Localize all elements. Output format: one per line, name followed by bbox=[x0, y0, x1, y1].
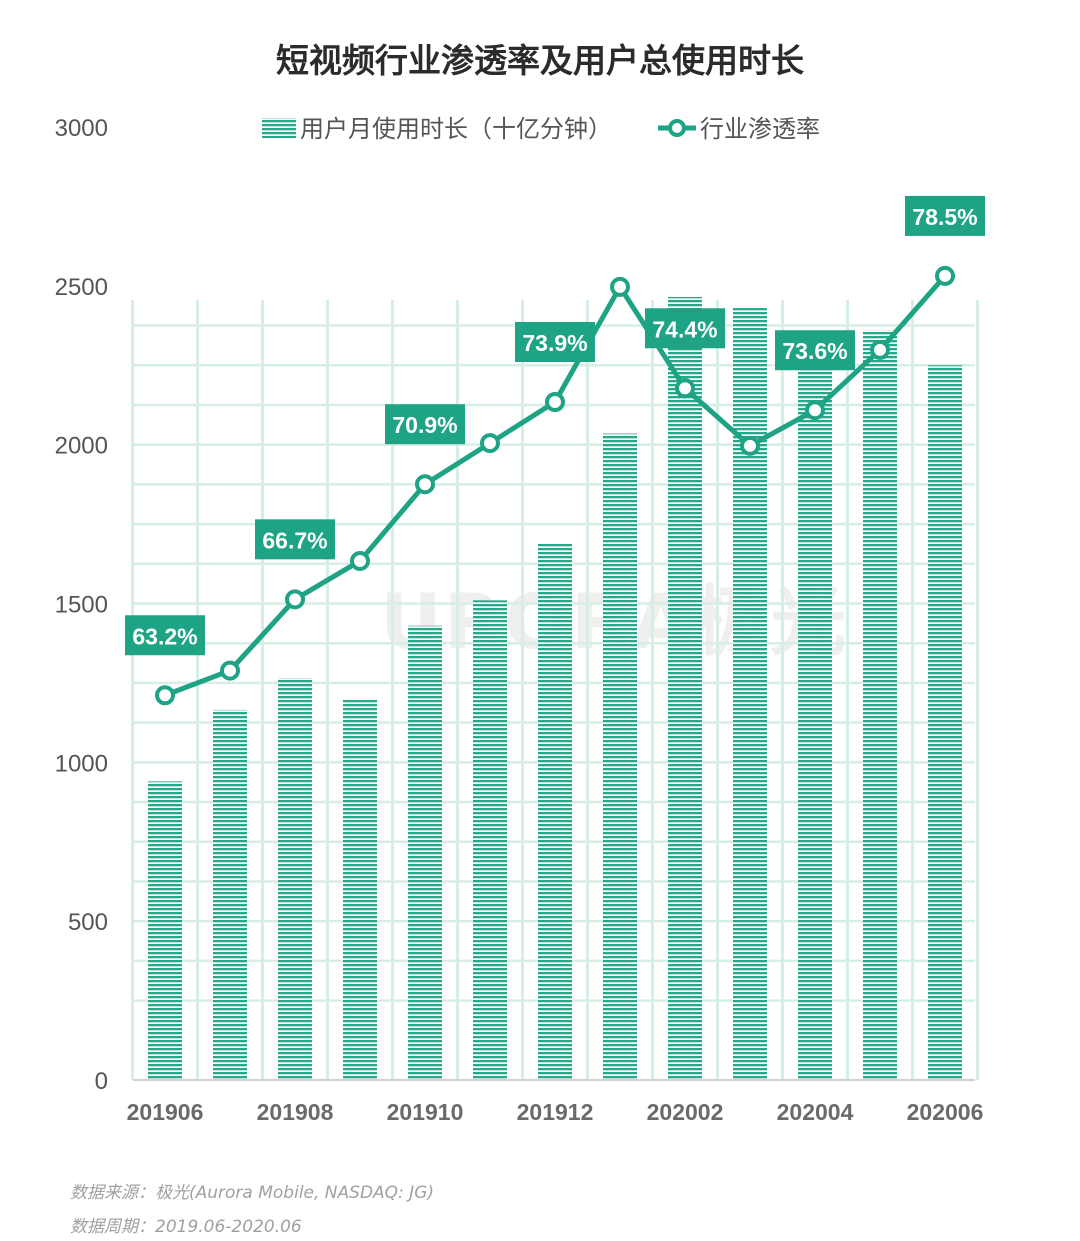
bar bbox=[863, 330, 897, 1081]
line-point bbox=[675, 378, 695, 399]
data-label-bg bbox=[125, 615, 205, 656]
bar bbox=[213, 709, 247, 1080]
bar-series bbox=[148, 296, 962, 1081]
data-label-bg bbox=[905, 195, 985, 236]
bar bbox=[668, 296, 702, 1080]
data-label: 66.7% bbox=[262, 527, 327, 553]
data-label: 70.9% bbox=[392, 412, 457, 438]
x-tick-label: 201912 bbox=[517, 1099, 594, 1125]
y-tick-label: 500 bbox=[68, 909, 108, 936]
data-label: 73.6% bbox=[782, 338, 847, 364]
bar bbox=[343, 698, 377, 1080]
chart-title: 短视频行业渗透率及用户总使用时长 bbox=[276, 41, 804, 80]
legend-swatch-point bbox=[668, 119, 686, 137]
y-tick-label: 2000 bbox=[55, 433, 108, 460]
data-label: 74.4% bbox=[652, 316, 717, 342]
legend-label-bar: 用户月使用时长（十亿分钟） bbox=[300, 115, 612, 143]
bar bbox=[798, 344, 832, 1080]
y-axis: 0 500 1000 1500 2000 2500 3000 bbox=[55, 115, 108, 1095]
x-tick-label: 202004 bbox=[777, 1099, 854, 1125]
line-point bbox=[610, 276, 630, 297]
footer-source: 数据来源：极光(Aurora Mobile, NASDAQ: JG) bbox=[70, 1183, 434, 1203]
x-tick-label: 201910 bbox=[387, 1099, 464, 1125]
data-label-bg bbox=[645, 308, 725, 349]
line-point bbox=[545, 392, 565, 412]
line-point bbox=[220, 660, 240, 681]
line-series: 63.2% 66.7% 70.9% 73.9% 74.4% 73.6% 78.5% bbox=[125, 195, 985, 706]
bar bbox=[928, 365, 962, 1080]
y-tick-label: 1500 bbox=[55, 592, 108, 619]
line-point bbox=[870, 339, 890, 360]
data-label: 63.2% bbox=[132, 623, 197, 649]
y-tick-label: 0 bbox=[95, 1068, 108, 1095]
data-label: 78.5% bbox=[912, 204, 977, 230]
y-tick-label: 1000 bbox=[55, 750, 108, 777]
x-tick-label: 202002 bbox=[647, 1099, 724, 1125]
line-point bbox=[415, 474, 435, 495]
bar bbox=[408, 625, 442, 1080]
line-point bbox=[935, 265, 955, 286]
x-tick-label: 202006 bbox=[907, 1099, 984, 1125]
data-label-bg bbox=[255, 519, 335, 560]
line-point bbox=[350, 550, 370, 571]
x-tick-label: 201908 bbox=[257, 1099, 334, 1125]
bar bbox=[603, 433, 637, 1080]
bar bbox=[538, 543, 572, 1080]
legend: 用户月使用时长（十亿分钟） 行业渗透率 bbox=[262, 115, 820, 143]
legend-swatch-bar bbox=[262, 118, 296, 138]
data-label-bg bbox=[775, 330, 855, 371]
footer-period: 数据周期：2019.06-2020.06 bbox=[70, 1217, 302, 1237]
line-point bbox=[155, 685, 175, 706]
line-point bbox=[480, 433, 500, 454]
bar bbox=[473, 600, 507, 1080]
data-label-bg bbox=[385, 404, 465, 445]
bar bbox=[278, 678, 312, 1080]
data-label-bg bbox=[515, 322, 595, 362]
bar bbox=[148, 781, 182, 1080]
data-label: 73.9% bbox=[522, 330, 587, 356]
line-point bbox=[805, 400, 825, 421]
y-tick-label: 2500 bbox=[55, 274, 108, 301]
bar bbox=[733, 308, 767, 1080]
y-tick-label: 3000 bbox=[55, 115, 108, 142]
x-axis: 201906 201908 201910 201912 202002 202004 2020… bbox=[127, 1079, 984, 1125]
legend-label-line: 行业渗透率 bbox=[700, 115, 820, 143]
line-point bbox=[740, 435, 760, 456]
line-point bbox=[285, 589, 305, 610]
x-tick-label: 201906 bbox=[127, 1099, 204, 1125]
